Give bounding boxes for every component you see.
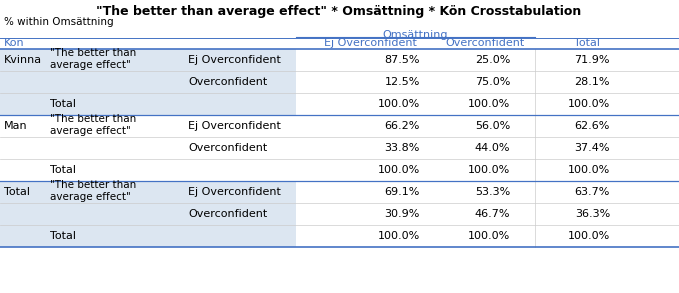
Text: Overconfident: Overconfident (446, 38, 525, 48)
Text: 100.0%: 100.0% (468, 165, 510, 175)
Bar (296, 181, 679, 247)
Text: 62.6%: 62.6% (574, 121, 610, 131)
Text: "The better than average effect" * Omsättning * Kön Crosstabulation: "The better than average effect" * Omsät… (96, 5, 582, 18)
Text: Overconfident: Overconfident (188, 143, 268, 153)
Text: 30.9%: 30.9% (384, 209, 420, 219)
Text: 63.7%: 63.7% (574, 187, 610, 197)
Text: "The better than
average effect": "The better than average effect" (50, 48, 136, 70)
Text: % within Omsättning: % within Omsättning (4, 17, 113, 27)
Text: "The better than
average effect": "The better than average effect" (50, 180, 136, 202)
Text: 100.0%: 100.0% (378, 231, 420, 241)
Text: Total: Total (50, 99, 76, 109)
Text: 100.0%: 100.0% (378, 165, 420, 175)
Text: "The better than
average effect": "The better than average effect" (50, 114, 136, 136)
Text: 25.0%: 25.0% (475, 55, 510, 65)
Text: 53.3%: 53.3% (475, 187, 510, 197)
Text: 33.8%: 33.8% (384, 143, 420, 153)
Text: 100.0%: 100.0% (568, 165, 610, 175)
Text: 87.5%: 87.5% (384, 55, 420, 65)
Text: 37.4%: 37.4% (574, 143, 610, 153)
Text: 100.0%: 100.0% (378, 99, 420, 109)
Text: Omsättning: Omsättning (383, 30, 448, 40)
Bar (0, 49, 296, 115)
Text: 46.7%: 46.7% (475, 209, 510, 219)
Text: 66.2%: 66.2% (384, 121, 420, 131)
Bar (0, 115, 296, 181)
Text: Ej Overconfident: Ej Overconfident (188, 121, 281, 131)
Text: Total: Total (50, 231, 76, 241)
Text: 75.0%: 75.0% (475, 77, 510, 87)
Bar (296, 49, 679, 115)
Text: Overconfident: Overconfident (188, 77, 268, 87)
Text: Kön: Kön (4, 38, 24, 48)
Text: 100.0%: 100.0% (468, 99, 510, 109)
Text: 56.0%: 56.0% (475, 121, 510, 131)
Text: 100.0%: 100.0% (568, 99, 610, 109)
Text: Man: Man (4, 121, 28, 131)
Text: Ej Overconfident: Ej Overconfident (188, 55, 281, 65)
Text: Overconfident: Overconfident (188, 209, 268, 219)
Text: Total: Total (4, 187, 30, 197)
Text: 36.3%: 36.3% (574, 209, 610, 219)
Text: Total: Total (574, 38, 600, 48)
Text: 100.0%: 100.0% (568, 231, 610, 241)
Text: 100.0%: 100.0% (468, 231, 510, 241)
Text: Ej Overconfident: Ej Overconfident (324, 38, 417, 48)
Text: Total: Total (50, 165, 76, 175)
Bar (0, 181, 296, 247)
Text: 12.5%: 12.5% (384, 77, 420, 87)
Text: 28.1%: 28.1% (574, 77, 610, 87)
Text: Ej Overconfident: Ej Overconfident (188, 187, 281, 197)
Text: 69.1%: 69.1% (384, 187, 420, 197)
Text: 71.9%: 71.9% (574, 55, 610, 65)
Text: Kvinna: Kvinna (4, 55, 42, 65)
Bar (296, 115, 679, 181)
Text: 44.0%: 44.0% (475, 143, 510, 153)
